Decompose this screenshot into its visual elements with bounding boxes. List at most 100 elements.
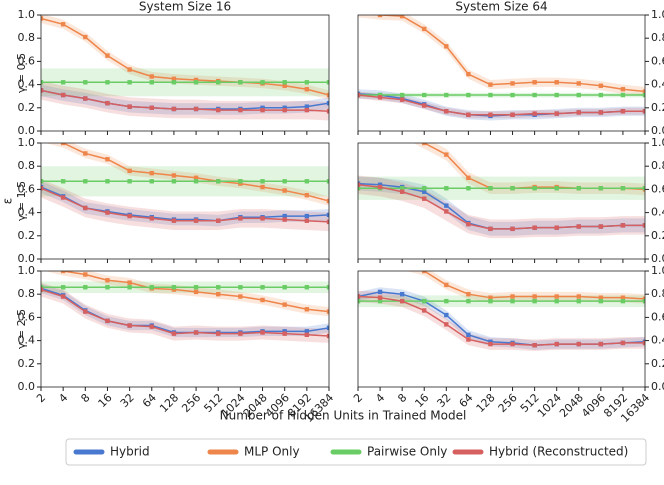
y-tick-label: 0.2	[18, 101, 36, 114]
y-tick-label: 0.8	[18, 287, 36, 300]
marker	[554, 111, 559, 116]
y-tick-label: 0.8	[651, 31, 664, 44]
marker	[620, 87, 626, 92]
marker	[422, 308, 427, 313]
marker	[127, 280, 132, 285]
marker	[326, 285, 329, 290]
marker	[510, 294, 515, 299]
x-tick-label: 16	[96, 391, 115, 410]
y-tick-label: 0.4	[18, 206, 36, 219]
y-tick-label: 0.4	[18, 334, 36, 347]
marker	[377, 184, 383, 190]
marker	[466, 92, 471, 98]
marker	[510, 341, 515, 347]
marker	[171, 179, 177, 184]
y-tick-label: 0.0	[18, 252, 36, 265]
plot-area	[358, 271, 645, 352]
marker	[466, 175, 471, 180]
marker	[326, 212, 329, 218]
marker	[510, 298, 515, 304]
marker	[260, 184, 265, 190]
x-tick-label: 256	[496, 391, 520, 415]
marker	[532, 92, 537, 98]
marker	[282, 302, 287, 307]
marker	[377, 295, 383, 300]
error-band	[45, 143, 329, 206]
marker	[326, 80, 329, 85]
x-tick-label: 8	[78, 391, 92, 405]
marker	[238, 80, 243, 85]
marker	[39, 263, 43, 267]
marker	[260, 107, 265, 113]
plot-area	[41, 143, 329, 232]
marker	[642, 92, 645, 98]
legend-label: MLP Only	[244, 445, 300, 459]
marker	[193, 218, 199, 223]
marker	[620, 295, 626, 300]
marker	[576, 92, 581, 98]
marker	[171, 331, 177, 336]
marker	[193, 330, 199, 335]
x-tick-label: 8	[395, 391, 409, 405]
marker	[41, 88, 44, 93]
marker	[105, 53, 110, 58]
marker	[171, 80, 177, 85]
y-tick-label: 0.0	[651, 380, 664, 393]
marker	[554, 298, 559, 304]
marker	[149, 324, 154, 329]
y-tick-label: 0.2	[651, 101, 664, 114]
marker	[642, 296, 645, 302]
marker	[554, 294, 559, 299]
marker	[193, 175, 199, 180]
row-label: γ = 2.5	[15, 309, 28, 349]
marker	[488, 341, 493, 347]
marker	[149, 216, 154, 221]
marker	[620, 109, 626, 114]
marker	[326, 219, 329, 225]
y-tick-label: 0.8	[18, 159, 36, 172]
marker	[193, 285, 199, 290]
marker	[304, 80, 310, 85]
x-tick-label: 2	[34, 391, 48, 405]
marker	[60, 22, 66, 27]
marker	[326, 179, 329, 184]
marker	[466, 332, 471, 337]
legend-label: Pairwise Only	[367, 445, 447, 459]
marker	[238, 285, 243, 290]
marker	[216, 285, 221, 290]
panel-frame	[357, 142, 646, 260]
panel-frame	[40, 142, 330, 260]
marker	[83, 96, 88, 101]
marker	[598, 341, 604, 347]
marker	[444, 44, 449, 49]
panel-frame	[357, 14, 646, 132]
error-band	[358, 287, 645, 350]
error-band	[358, 175, 645, 239]
y-tick-label: 1.0	[651, 264, 664, 277]
marker	[576, 81, 581, 86]
legend-label: Hybrid (Reconstructed)	[489, 445, 628, 459]
marker	[60, 92, 66, 98]
marker	[326, 325, 329, 331]
marker	[193, 289, 199, 295]
marker	[532, 186, 537, 191]
marker	[399, 97, 405, 102]
marker	[576, 298, 581, 304]
plot-area	[39, 263, 329, 343]
marker	[642, 89, 645, 94]
marker	[171, 287, 177, 292]
marker	[149, 105, 154, 110]
panel-frame	[40, 14, 330, 132]
marker	[510, 186, 515, 191]
marker	[304, 193, 310, 198]
error-band	[358, 290, 645, 352]
marker	[466, 337, 471, 342]
marker	[304, 107, 310, 113]
plot-area	[358, 15, 645, 121]
error-band	[41, 282, 329, 343]
error-band	[358, 15, 645, 97]
marker	[260, 105, 265, 110]
marker	[422, 186, 427, 191]
marker	[488, 226, 493, 232]
marker	[304, 329, 310, 334]
